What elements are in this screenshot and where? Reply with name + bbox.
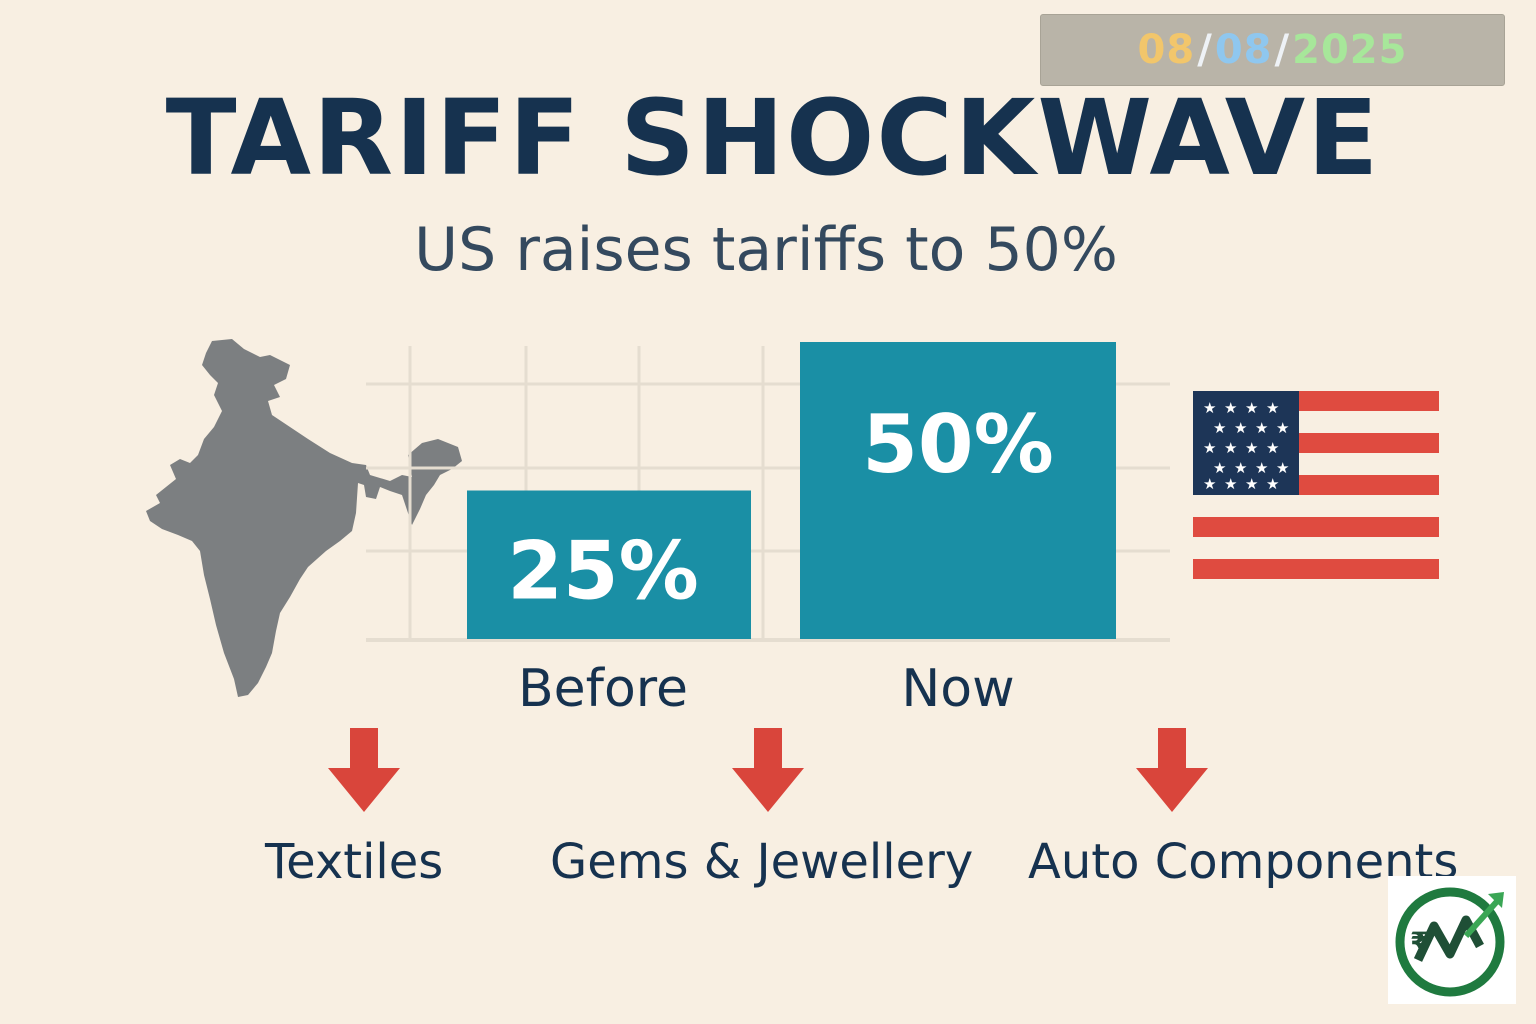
date-year: 2025 bbox=[1292, 27, 1408, 73]
bar-now bbox=[800, 342, 1116, 639]
svg-text:★: ★ bbox=[1255, 419, 1268, 437]
bar-value-label: 50% bbox=[862, 398, 1053, 491]
down-arrow-icon bbox=[328, 728, 400, 812]
svg-text:★: ★ bbox=[1224, 475, 1237, 493]
svg-text:₹: ₹ bbox=[1410, 926, 1429, 959]
svg-text:★: ★ bbox=[1276, 459, 1289, 477]
us-flag-icon: ★ ★ ★ ★ ★ ★ ★ ★ ★ ★ ★ ★ ★ ★ ★ ★ ★ ★ ★ ★ bbox=[1193, 391, 1439, 581]
svg-text:★: ★ bbox=[1224, 399, 1237, 417]
india-map-icon bbox=[146, 339, 462, 697]
svg-text:★: ★ bbox=[1245, 475, 1258, 493]
svg-text:★: ★ bbox=[1234, 459, 1247, 477]
sector-label-auto-components: Auto Components bbox=[1028, 834, 1459, 890]
page-subtitle: US raises tariffs to 50% bbox=[414, 215, 1118, 285]
svg-text:★: ★ bbox=[1213, 459, 1226, 477]
svg-text:★: ★ bbox=[1255, 459, 1268, 477]
sector-label-gems-jewellery: Gems & Jewellery bbox=[550, 834, 974, 890]
svg-text:★: ★ bbox=[1266, 439, 1279, 457]
down-arrow-icon bbox=[1136, 728, 1208, 812]
svg-text:★: ★ bbox=[1245, 399, 1258, 417]
bar-before bbox=[467, 490, 751, 639]
date-month: 08 bbox=[1214, 27, 1273, 73]
sector-label-textiles: Textiles bbox=[265, 834, 444, 890]
category-label: Now bbox=[901, 659, 1014, 719]
date-day: 08 bbox=[1137, 27, 1196, 73]
svg-text:★: ★ bbox=[1213, 419, 1226, 437]
svg-text:★: ★ bbox=[1203, 399, 1216, 417]
svg-text:★: ★ bbox=[1203, 439, 1216, 457]
date-separator: / bbox=[1274, 27, 1291, 73]
date-badge: 08/08/2025 bbox=[1040, 14, 1505, 86]
svg-text:★: ★ bbox=[1276, 419, 1289, 437]
down-arrow-icon bbox=[732, 728, 804, 812]
date-separator: / bbox=[1197, 27, 1213, 73]
rupee-growth-logo-icon: ₹ bbox=[1388, 876, 1516, 1004]
svg-text:★: ★ bbox=[1266, 475, 1279, 493]
page-title: TARIFF SHOCKWAVE bbox=[165, 77, 1381, 199]
svg-text:★: ★ bbox=[1203, 475, 1216, 493]
svg-text:★: ★ bbox=[1234, 419, 1247, 437]
svg-text:★: ★ bbox=[1266, 399, 1279, 417]
bar-value-label: 25% bbox=[507, 525, 698, 618]
svg-text:★: ★ bbox=[1224, 439, 1237, 457]
svg-text:★: ★ bbox=[1245, 439, 1258, 457]
category-label: Before bbox=[518, 659, 688, 719]
